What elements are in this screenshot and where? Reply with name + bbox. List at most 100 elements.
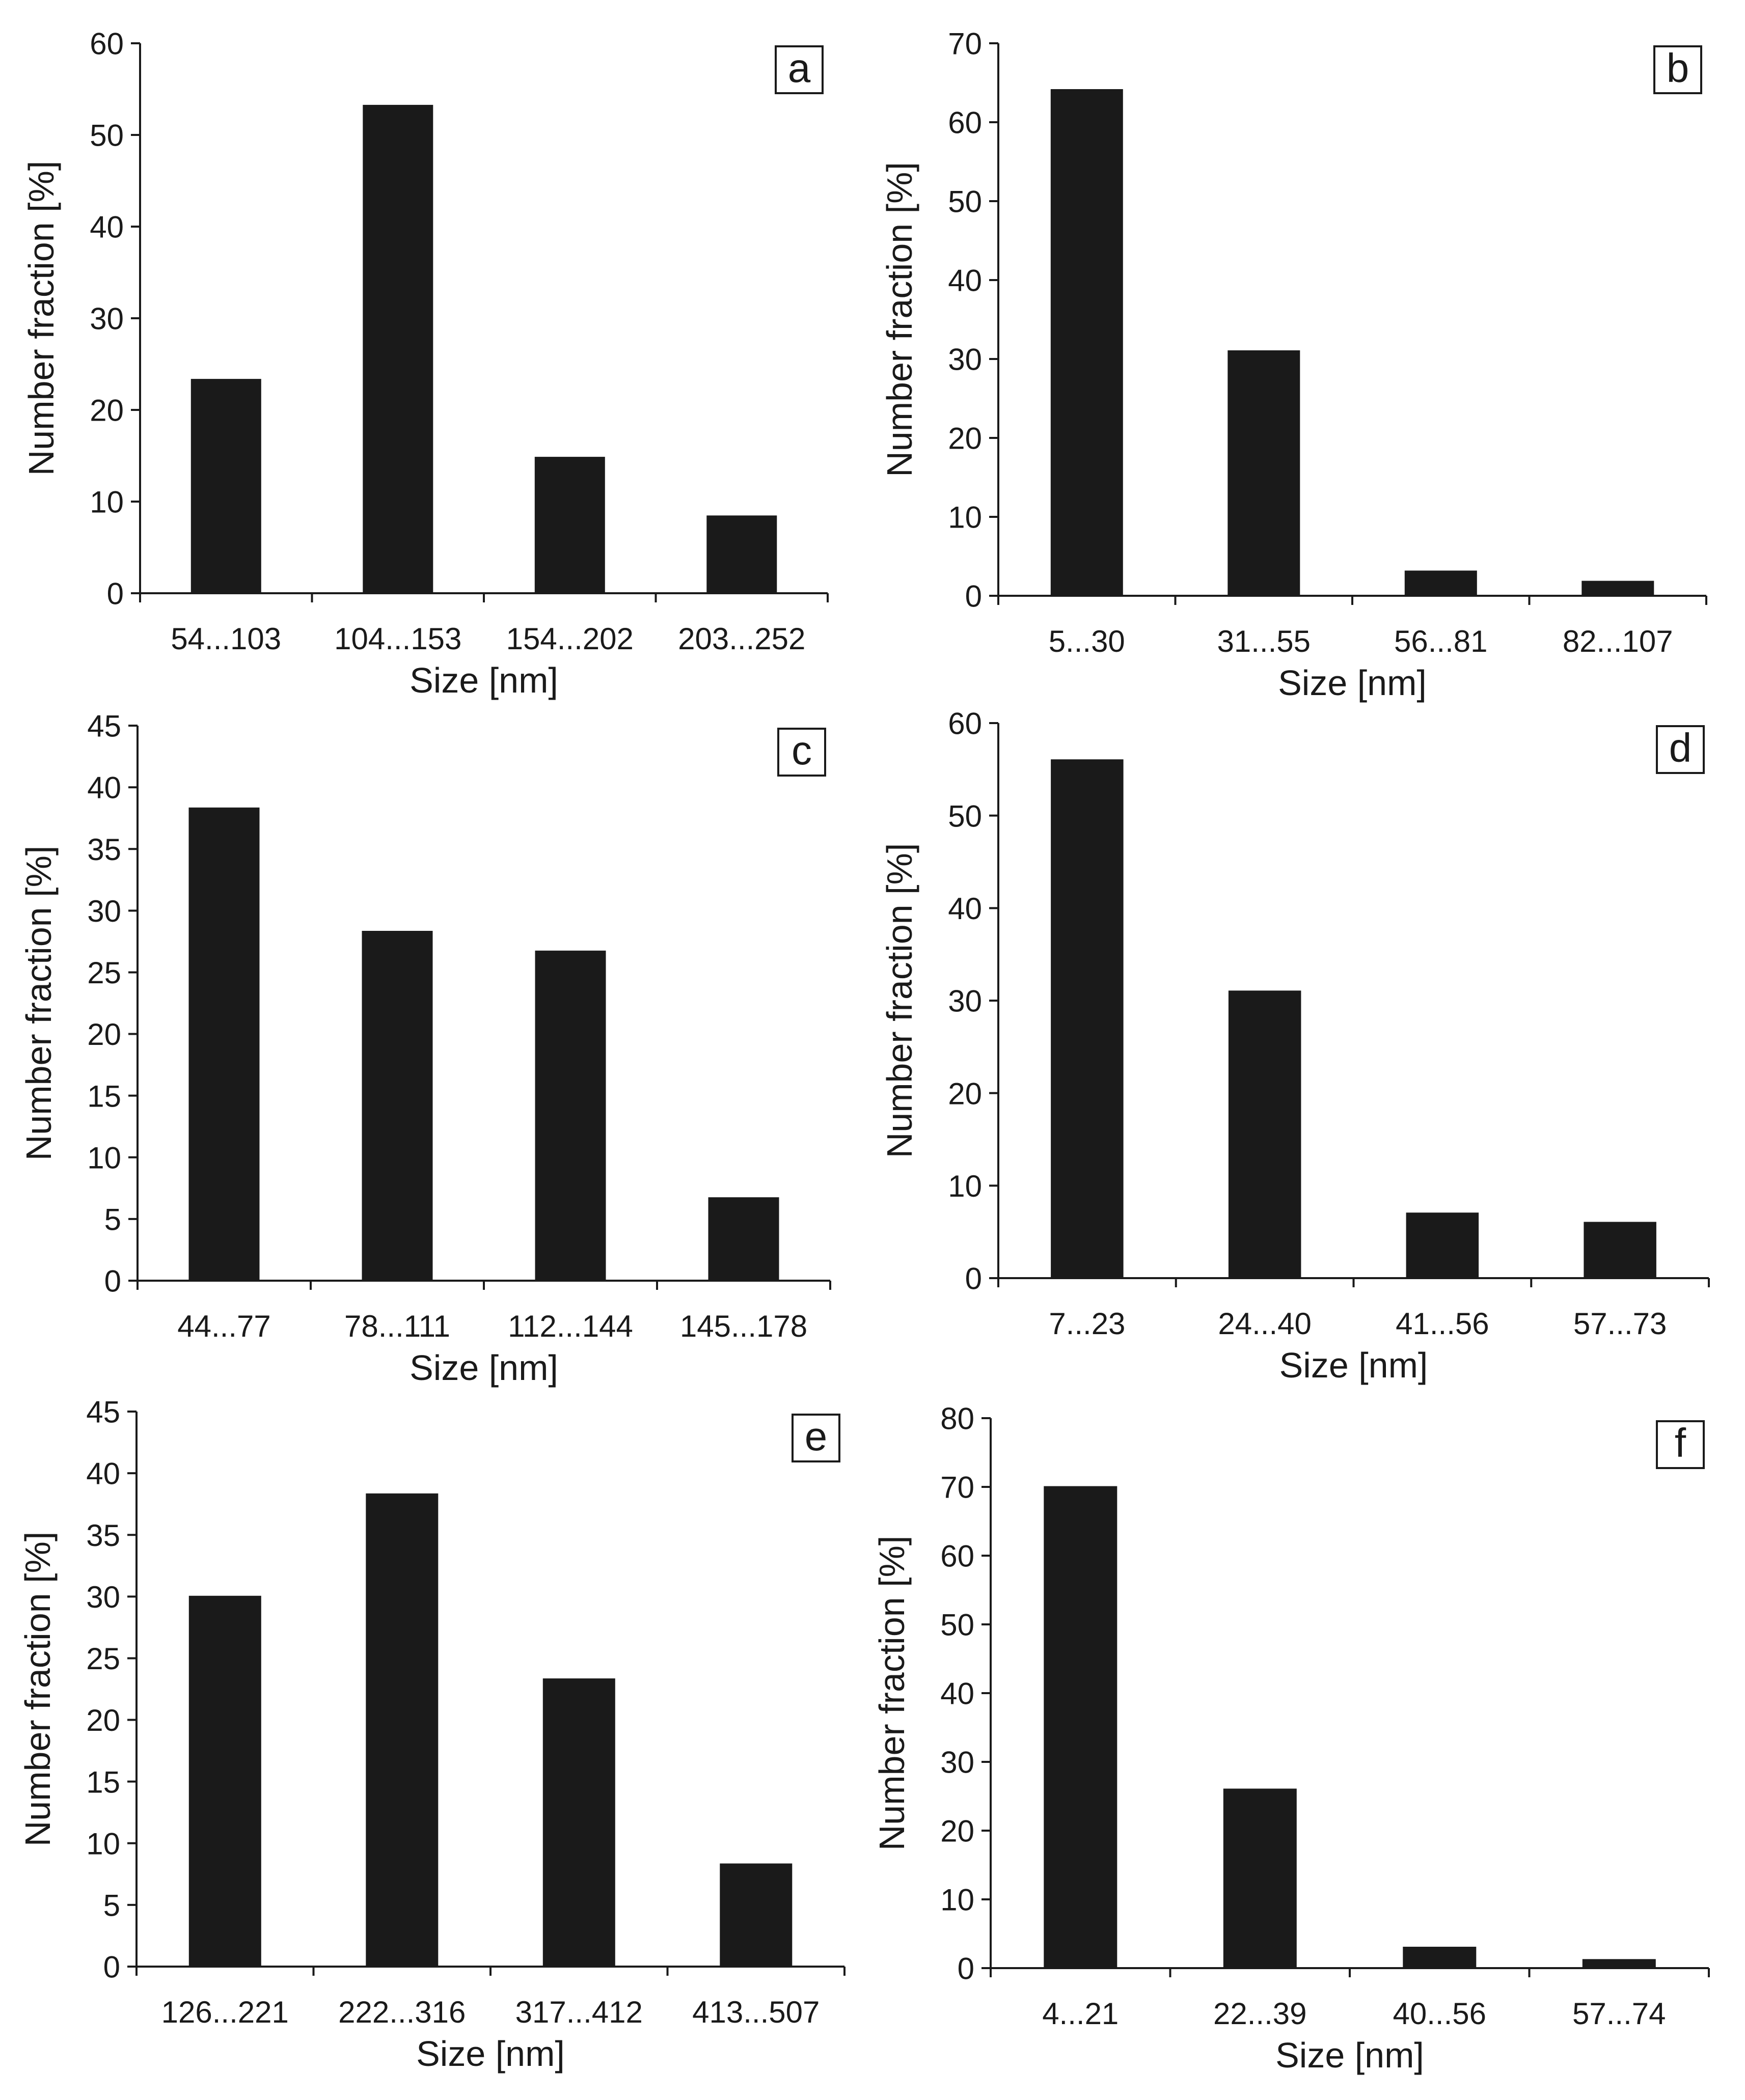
panel-f: 0 10 20 30 40 50 60 70 80 4...21 22...39 40...56 57.… xyxy=(872,1402,1710,2075)
panel-label-a: a xyxy=(788,45,811,91)
y-tick-label-d-20: 20 xyxy=(948,1076,982,1111)
bar-e-3 xyxy=(542,1678,615,1968)
y-tick-label-c-5: 5 xyxy=(104,1202,121,1236)
y-tick-label-d-50: 50 xyxy=(948,799,982,833)
y-tick-label-a-40: 40 xyxy=(90,210,124,244)
y-axis-label-b: Number fraction [%] xyxy=(880,162,919,477)
x-tick-label-f-4: 57...74 xyxy=(1572,1997,1666,2031)
x-tick-label-b-1: 5...30 xyxy=(1049,624,1125,658)
y-tick-label-c-15: 15 xyxy=(87,1079,121,1113)
x-axis-label-e: Size [nm] xyxy=(416,2034,565,2074)
bar-b-3 xyxy=(1404,570,1477,597)
y-tick-label-b-60: 60 xyxy=(948,106,982,140)
y-tick-label-e-25: 25 xyxy=(86,1642,120,1676)
y-tick-label-a-0: 0 xyxy=(107,577,124,611)
x-tick-label-d-4: 57...73 xyxy=(1573,1307,1667,1341)
x-tick-label-b-4: 82...107 xyxy=(1563,624,1673,658)
x-tick-label-c-2: 78...111 xyxy=(344,1309,450,1343)
bar-b-1 xyxy=(1050,89,1123,597)
bar-a-2 xyxy=(363,104,433,594)
x-tick-label-a-2: 104...153 xyxy=(334,622,461,656)
y-tick-label-a-50: 50 xyxy=(90,119,124,153)
y-tick-label-f-30: 30 xyxy=(940,1746,974,1780)
bar-c-1 xyxy=(188,807,260,1282)
y-axis-label-c: Number fraction [%] xyxy=(19,846,59,1161)
x-tick-label-a-1: 54...103 xyxy=(171,622,281,656)
bar-d-4 xyxy=(1584,1222,1656,1279)
bar-d-2 xyxy=(1228,990,1301,1279)
panel-a: 0 10 20 30 40 50 60 54...103 104...153 154...202 2… xyxy=(21,27,829,700)
y-tick-label-d-30: 30 xyxy=(948,984,982,1018)
panel-label-b: b xyxy=(1667,45,1689,91)
y-tick-label-e-20: 20 xyxy=(86,1703,120,1737)
panel-c: 0 5 10 15 20 25 30 35 40 45 44...77 78...111 112...1… xyxy=(19,709,831,1388)
y-tick-label-a-30: 30 xyxy=(90,302,124,336)
y-tick-label-f-60: 60 xyxy=(940,1539,974,1573)
y-tick-label-e-10: 10 xyxy=(86,1827,120,1861)
y-tick-label-c-35: 35 xyxy=(87,833,121,867)
y-tick-label-c-0: 0 xyxy=(104,1264,121,1298)
y-tick-label-b-40: 40 xyxy=(948,264,982,298)
x-tick-label-c-4: 145...178 xyxy=(680,1309,807,1343)
y-tick-label-d-40: 40 xyxy=(948,892,982,926)
panel-label-e: e xyxy=(805,1414,828,1459)
x-tick-label-d-3: 41...56 xyxy=(1396,1307,1489,1341)
y-tick-label-c-10: 10 xyxy=(87,1141,121,1175)
y-tick-label-a-10: 10 xyxy=(90,485,124,519)
x-axis-label-c: Size [nm] xyxy=(410,1348,558,1388)
y-tick-label-b-70: 70 xyxy=(948,27,982,61)
panel-label-box-b xyxy=(1653,45,1702,94)
bar-b-4 xyxy=(1582,581,1654,597)
y-tick-label-c-40: 40 xyxy=(87,771,121,805)
bar-d-1 xyxy=(1051,759,1124,1279)
bar-a-4 xyxy=(706,515,777,594)
panel-e: 0 5 10 15 20 25 30 35 40 45 126...221 222...316 317.… xyxy=(18,1395,846,2074)
bar-e-2 xyxy=(366,1493,439,1968)
y-tick-label-f-50: 50 xyxy=(940,1608,974,1642)
y-axis-label-a: Number fraction [%] xyxy=(21,161,61,476)
bar-a-3 xyxy=(534,457,605,594)
panel-label-d: d xyxy=(1669,725,1692,770)
bar-c-2 xyxy=(362,931,433,1282)
y-tick-label-d-10: 10 xyxy=(948,1169,982,1203)
y-tick-label-f-10: 10 xyxy=(940,1883,974,1917)
x-axis-label-a: Size [nm] xyxy=(410,660,558,700)
bar-a-1 xyxy=(190,379,261,594)
x-tick-label-d-2: 24...40 xyxy=(1218,1307,1312,1341)
x-axis-label-d: Size [nm] xyxy=(1279,1345,1428,1385)
y-tick-label-b-20: 20 xyxy=(948,422,982,456)
y-tick-label-e-45: 45 xyxy=(86,1395,120,1429)
panel-label-box-e xyxy=(792,1414,840,1462)
y-tick-label-e-5: 5 xyxy=(103,1888,120,1922)
y-tick-label-b-30: 30 xyxy=(948,343,982,377)
panel-label-box-a xyxy=(775,45,824,94)
y-tick-label-e-35: 35 xyxy=(86,1518,120,1553)
x-axis-label-f: Size [nm] xyxy=(1275,2035,1424,2075)
y-tick-label-b-10: 10 xyxy=(948,501,982,535)
bar-f-2 xyxy=(1223,1788,1297,1969)
y-tick-label-e-40: 40 xyxy=(86,1457,120,1491)
y-tick-label-d-60: 60 xyxy=(948,707,982,741)
x-tick-label-e-4: 413...507 xyxy=(692,1995,820,2029)
panel-label-box-c xyxy=(777,728,826,777)
y-tick-label-e-0: 0 xyxy=(103,1950,120,1984)
y-tick-label-b-0: 0 xyxy=(965,579,982,614)
panel-label-c: c xyxy=(792,728,812,773)
y-tick-label-f-0: 0 xyxy=(958,1952,974,1986)
y-tick-label-b-50: 50 xyxy=(948,185,982,219)
bar-f-3 xyxy=(1403,1947,1477,1969)
bar-b-2 xyxy=(1228,350,1300,597)
bar-e-1 xyxy=(188,1595,261,1968)
y-tick-label-c-20: 20 xyxy=(87,1017,121,1052)
bar-c-4 xyxy=(708,1197,779,1282)
y-tick-label-c-25: 25 xyxy=(87,956,121,990)
bar-e-4 xyxy=(720,1863,793,1968)
y-axis-label-d: Number fraction [%] xyxy=(880,843,919,1158)
y-tick-label-a-60: 60 xyxy=(90,27,124,61)
y-tick-label-a-20: 20 xyxy=(90,394,124,428)
y-tick-label-f-20: 20 xyxy=(940,1814,974,1848)
y-tick-label-e-15: 15 xyxy=(86,1765,120,1799)
x-tick-label-f-2: 22...39 xyxy=(1213,1997,1307,2031)
x-tick-label-f-3: 40...56 xyxy=(1393,1997,1487,2031)
